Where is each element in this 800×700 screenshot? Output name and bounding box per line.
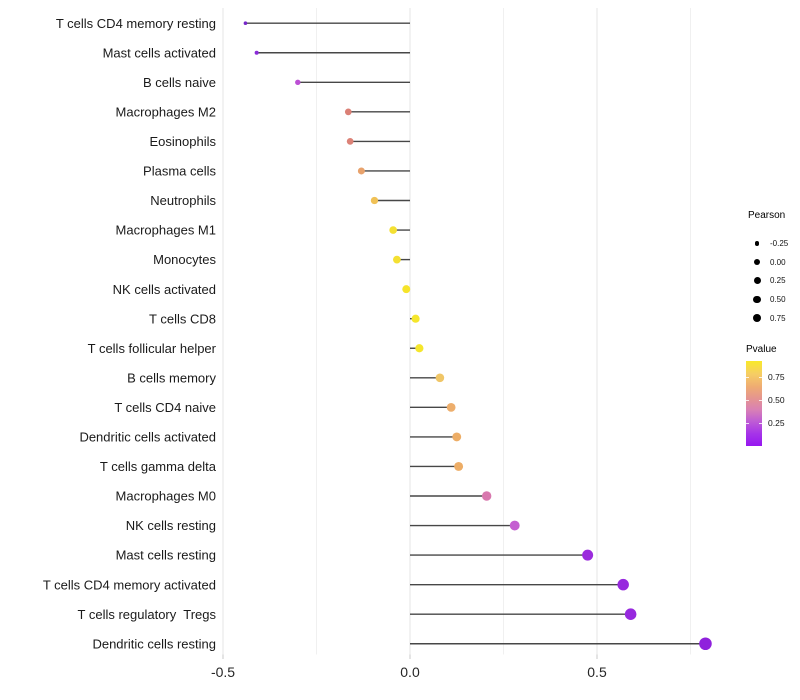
size-legend-dot xyxy=(754,259,760,266)
lollipop-dot xyxy=(344,108,352,116)
lollipop-dot xyxy=(389,226,398,234)
pearson-size-legend: Pearson -0.25 0.00 0.25 0.50 0.75 xyxy=(735,210,799,327)
y-axis-label: Plasma cells xyxy=(143,164,216,179)
y-axis-label: Macrophages M2 xyxy=(116,104,216,119)
lollipop-dot xyxy=(582,549,594,561)
size-legend-entry: 0.00 xyxy=(735,253,799,272)
y-axis-label: Dendritic cells resting xyxy=(92,636,216,651)
x-axis-tick-label: -0.5 xyxy=(211,664,235,680)
y-axis-label: T cells gamma delta xyxy=(100,459,217,474)
pvalue-legend-label: 0.50 xyxy=(768,394,785,405)
pvalue-gradient-tick xyxy=(746,423,749,424)
size-legend-label: 0.50 xyxy=(770,294,786,304)
lollipop-dot xyxy=(243,21,248,25)
lollipop-dot xyxy=(481,491,492,501)
size-legend-entry: -0.25 xyxy=(735,234,799,253)
lollipop-dot xyxy=(624,608,637,620)
size-legend-entry: 0.75 xyxy=(735,309,799,328)
x-axis-tick-label: 0.0 xyxy=(400,664,420,680)
lollipop-dot xyxy=(617,578,629,591)
y-axis-label: T cells CD4 memory resting xyxy=(56,16,216,31)
size-legend-entry: 0.50 xyxy=(735,290,799,309)
lollipop-dot xyxy=(254,50,259,55)
lollipop-dot xyxy=(346,138,354,145)
size-legend-dot xyxy=(752,313,762,323)
size-legend-dot xyxy=(753,295,761,304)
y-axis-label: T cells CD8 xyxy=(149,311,216,326)
lollipop-dot xyxy=(357,167,365,175)
lollipop-dot xyxy=(509,520,520,531)
y-axis-label: B cells memory xyxy=(127,370,216,385)
pvalue-gradient-bar xyxy=(746,361,762,446)
y-axis-label: NK cells activated xyxy=(113,282,216,297)
y-axis-label: Macrophages M0 xyxy=(116,489,216,504)
lollipop-dot xyxy=(393,255,401,264)
color-legend-title: Pvalue xyxy=(746,344,777,355)
y-axis-label: T cells regulatory Tregs xyxy=(78,607,217,622)
x-axis-tick-label: 0.5 xyxy=(587,664,607,680)
y-axis-label: Eosinophils xyxy=(150,134,217,149)
y-axis-label: T cells follicular helper xyxy=(88,341,217,356)
lollipop-dot xyxy=(454,461,464,471)
y-axis-label: Dendritic cells activated xyxy=(79,430,216,445)
pvalue-gradient-tick xyxy=(759,400,762,401)
pvalue-gradient-tick xyxy=(759,377,762,378)
y-axis-label: Macrophages M1 xyxy=(116,223,216,238)
size-legend-dot xyxy=(754,241,760,246)
size-legend-label: 0.25 xyxy=(770,276,786,286)
y-axis-label: NK cells resting xyxy=(126,518,216,533)
lollipop-dot xyxy=(370,196,379,205)
size-legend-title: Pearson xyxy=(748,210,786,221)
size-legend-dot-box xyxy=(750,259,764,266)
size-legend-dot xyxy=(753,277,761,285)
size-legend-label: 0.00 xyxy=(770,257,786,267)
y-axis-label: T cells CD4 memory activated xyxy=(43,577,216,592)
lollipop-dot xyxy=(402,285,411,294)
y-axis-label: Mast cells resting xyxy=(116,548,216,563)
y-axis-label: B cells naive xyxy=(143,75,216,90)
size-legend-dot-box xyxy=(750,241,764,246)
size-legend-dot-box xyxy=(750,313,764,323)
lollipop-dot xyxy=(699,637,712,651)
pvalue-gradient-tick xyxy=(759,423,762,424)
pvalue-gradient-tick xyxy=(746,377,749,378)
pvalue-gradient-wrap: 0.75 0.50 0.25 xyxy=(746,361,800,451)
y-axis-label: Neutrophils xyxy=(150,193,216,208)
y-axis-label: Monocytes xyxy=(153,252,216,267)
y-axis-label: T cells CD4 naive xyxy=(114,400,216,415)
pvalue-color-legend: Pvalue 0.75 0.50 0.25 xyxy=(735,344,799,451)
size-legend-label: 0.75 xyxy=(770,313,786,323)
size-legend-entry: 0.25 xyxy=(735,271,799,290)
lollipop-dot xyxy=(415,344,424,353)
lollipop-dot xyxy=(411,314,420,323)
size-legend-entries: -0.25 0.00 0.25 0.50 0.75 xyxy=(735,234,799,327)
lollipop-dot xyxy=(295,79,301,86)
size-legend-dot-box xyxy=(750,295,764,304)
lollipop-dot xyxy=(435,373,445,383)
lollipop-dot xyxy=(446,402,456,412)
pvalue-legend-label: 0.25 xyxy=(768,417,785,428)
size-legend-label: -0.25 xyxy=(770,238,789,248)
pvalue-legend-label: 0.75 xyxy=(768,371,785,382)
lollipop-dot xyxy=(452,432,462,442)
size-legend-dot-box xyxy=(750,277,764,285)
y-axis-label: Mast cells activated xyxy=(103,45,216,60)
pvalue-gradient-tick xyxy=(746,400,749,401)
